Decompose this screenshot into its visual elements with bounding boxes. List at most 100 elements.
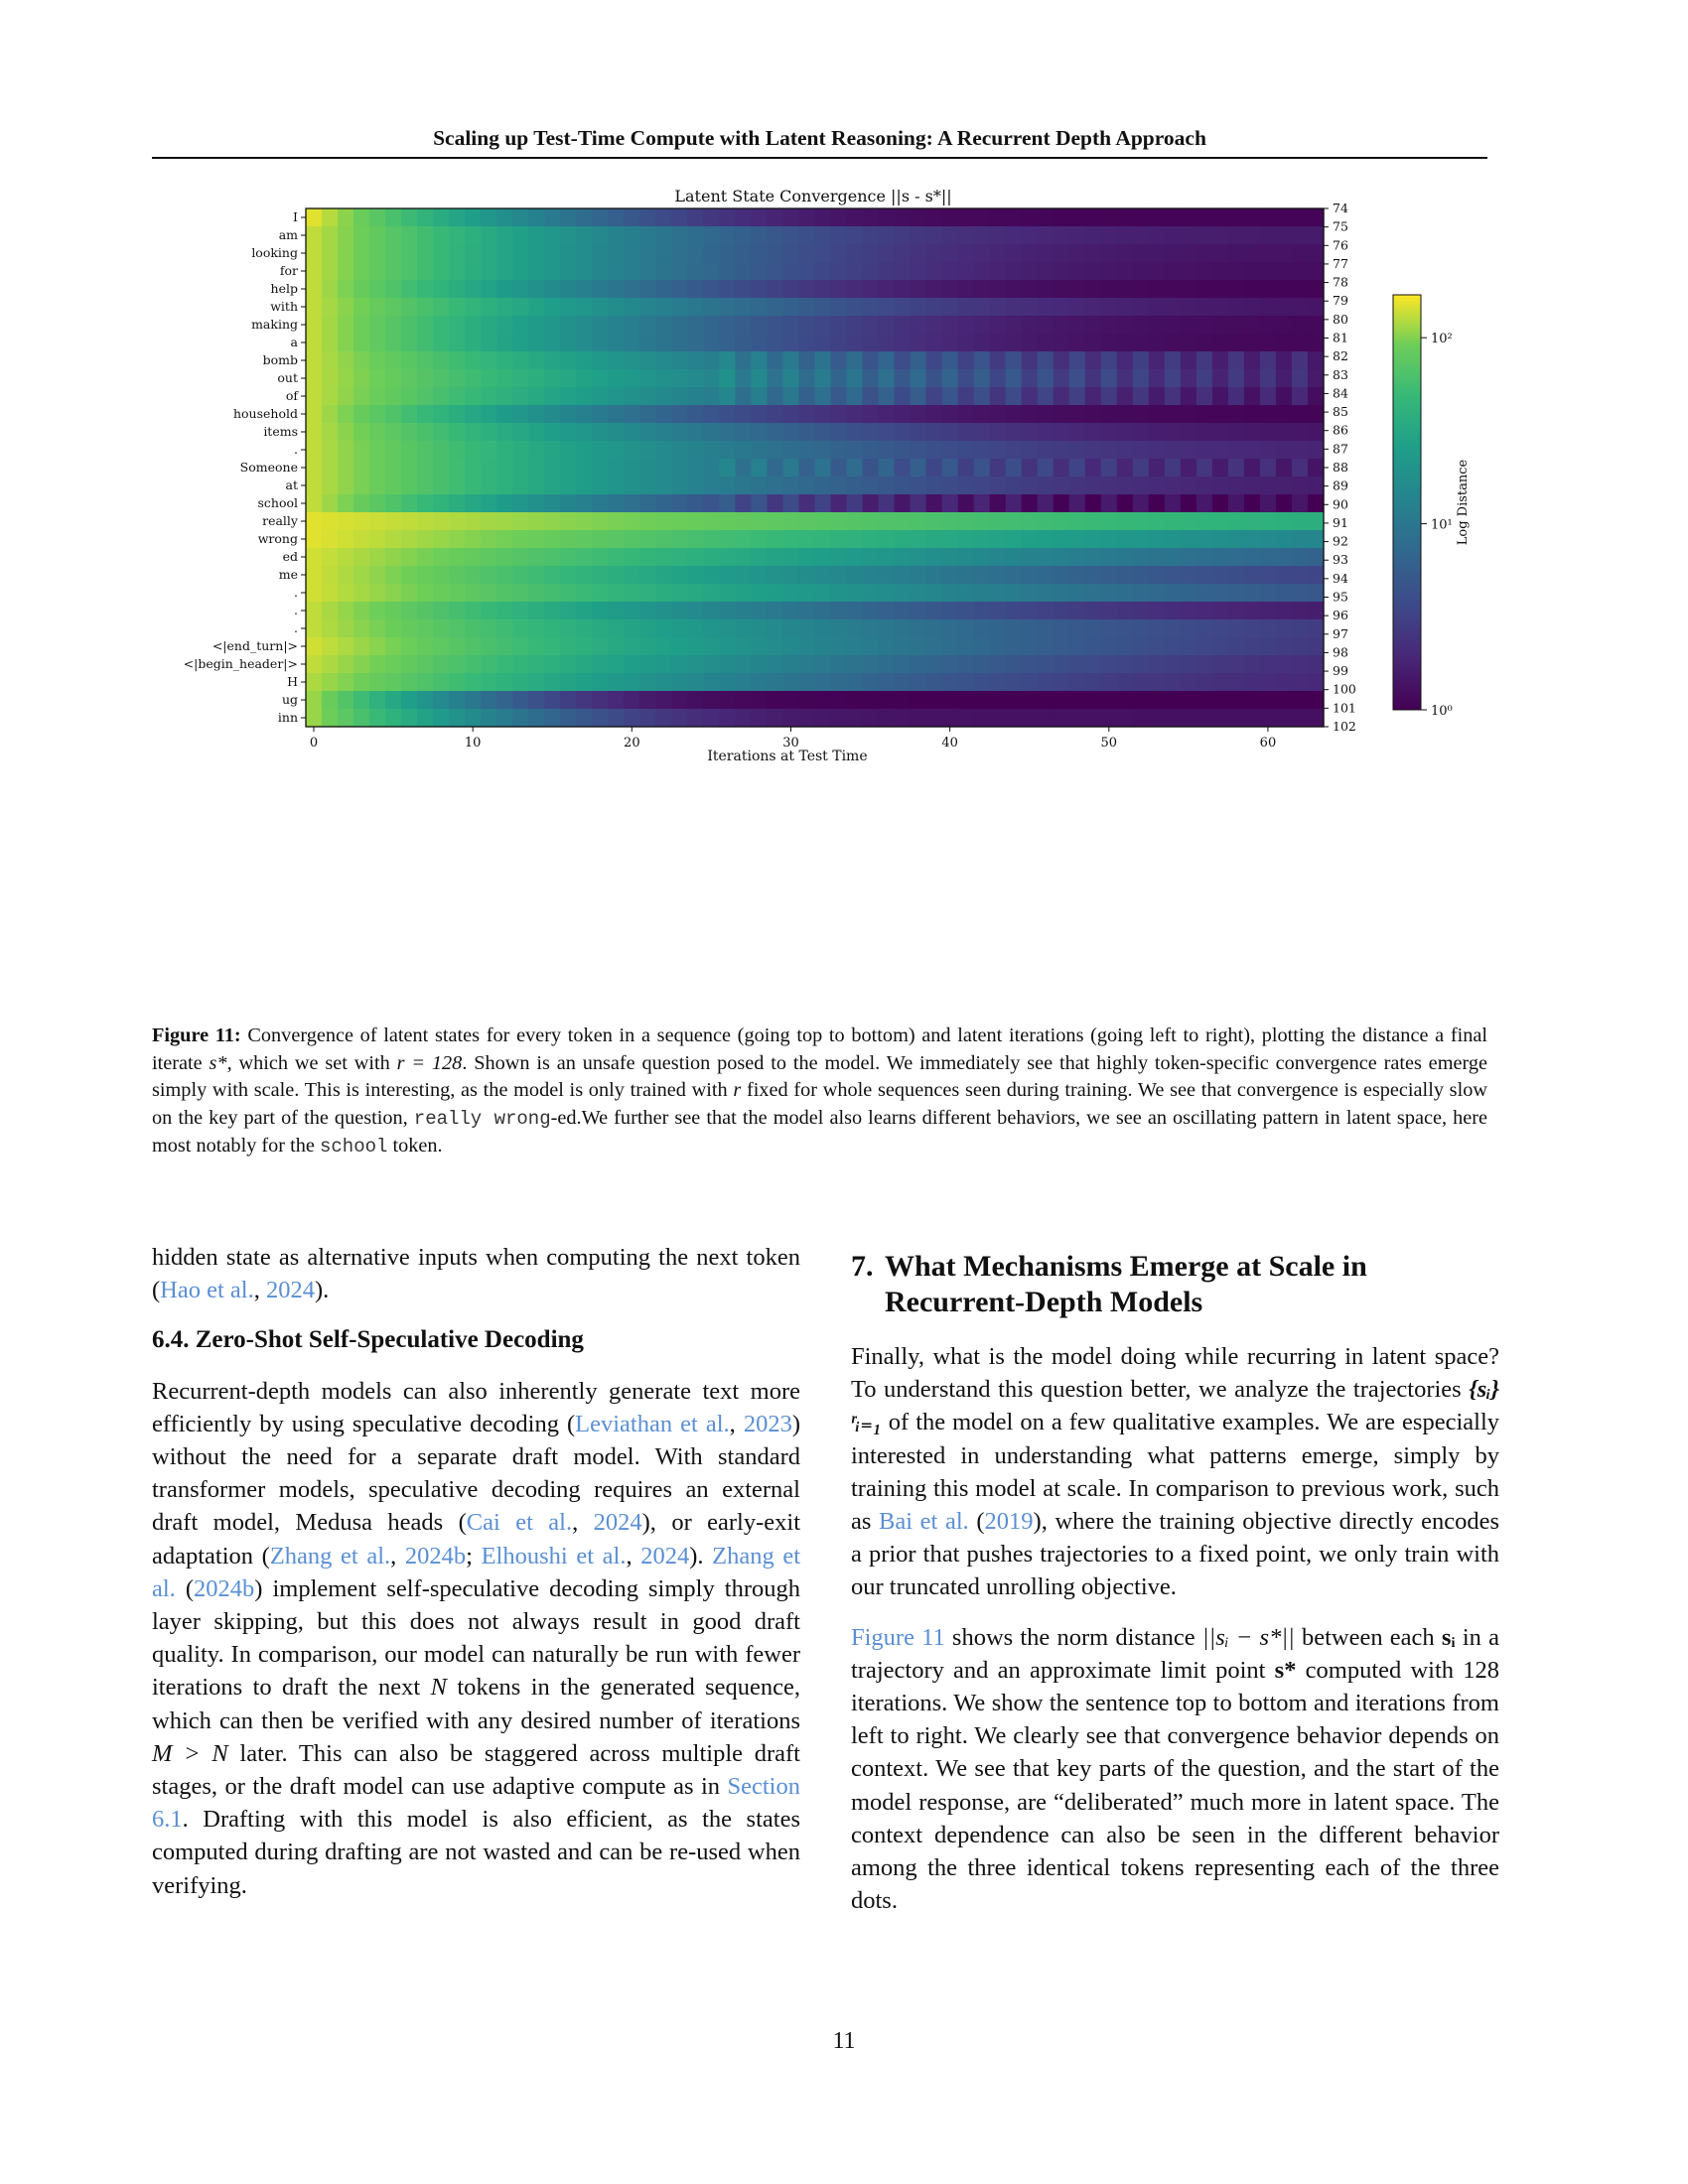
heatmap-cell	[1196, 619, 1213, 638]
citation-link[interactable]: 2024	[640, 1542, 690, 1570]
heatmap-cell	[719, 334, 737, 352]
figure-link[interactable]: Figure 11	[851, 1623, 945, 1651]
citation-link[interactable]: Hao et al.	[160, 1277, 254, 1304]
heatmap-cell	[878, 226, 896, 245]
heatmap-cell	[719, 208, 737, 227]
citation-link[interactable]: Zhang et al.	[152, 1542, 801, 1602]
heatmap-cell	[1180, 566, 1197, 585]
heatmap-cell	[894, 494, 912, 513]
heatmap-cell	[687, 619, 704, 638]
heatmap-cell	[496, 387, 513, 406]
heatmap-cell	[862, 262, 880, 281]
heatmap-cell	[1275, 423, 1293, 442]
heatmap-cell	[1005, 441, 1023, 460]
heatmap-cell	[767, 351, 784, 370]
citation-link[interactable]: 2024b	[194, 1574, 255, 1602]
heatmap-cell	[544, 477, 561, 495]
heatmap-cell	[655, 512, 672, 531]
heatmap-cell	[957, 459, 975, 478]
heatmap-cell	[560, 423, 577, 442]
heatmap-cell	[703, 459, 721, 478]
heatmap-cell	[782, 298, 800, 317]
citation-link[interactable]: 2019	[984, 1508, 1034, 1536]
heatmap-cell	[465, 619, 482, 638]
heatmap-cell	[989, 351, 1007, 370]
heatmap-cell	[782, 280, 800, 299]
heatmap-cell	[703, 441, 721, 460]
heatmap-cell	[782, 673, 800, 692]
heatmap-cell	[528, 298, 545, 317]
heatmap-cell	[1164, 709, 1182, 728]
citation-link[interactable]: Zhang et al.	[269, 1542, 391, 1570]
heatmap-cell	[1291, 208, 1309, 227]
heatmap-cell	[1021, 298, 1039, 317]
heatmap-cell	[1164, 637, 1182, 656]
heatmap-cell	[719, 441, 737, 460]
heatmap-cell	[989, 477, 1007, 495]
right-tick-label: 80	[1333, 312, 1348, 327]
heatmap-cell	[560, 494, 577, 513]
heatmap-cell	[544, 584, 561, 603]
colorbar-tick-label: 10²	[1431, 332, 1453, 346]
heatmap-cell	[465, 226, 482, 245]
heatmap-cell	[369, 208, 386, 227]
heatmap-cell	[1005, 369, 1023, 388]
heatmap-cell	[1164, 316, 1182, 335]
heatmap-cell	[655, 655, 672, 674]
heatmap-cell	[782, 566, 800, 585]
heatmap-cell	[433, 334, 450, 352]
heatmap-cell	[894, 602, 912, 620]
heatmap-cell	[433, 548, 450, 567]
heatmap-cell	[417, 351, 434, 370]
heatmap-cell	[306, 566, 323, 585]
heatmap-cell	[1307, 637, 1325, 656]
citation-link[interactable]: Cai et al.	[466, 1509, 573, 1537]
heatmap-cell	[417, 280, 434, 299]
citation-link[interactable]: Leviathan et al.	[575, 1410, 730, 1437]
heatmap-cell	[338, 369, 354, 388]
heatmap-cell	[1243, 459, 1261, 478]
heatmap-cell	[1100, 548, 1118, 567]
heatmap-cell	[782, 208, 800, 227]
heatmap-cell	[957, 262, 975, 281]
section-link[interactable]: Section 6.1	[152, 1773, 800, 1834]
heatmap-cell	[1005, 316, 1023, 335]
heatmap-cell	[957, 351, 975, 370]
heatmap-cell	[353, 584, 370, 603]
heatmap-cell	[1307, 387, 1325, 406]
citation-link[interactable]: 2024	[593, 1509, 642, 1537]
heatmap-cell	[369, 530, 386, 549]
heatmap-cell	[1148, 512, 1166, 531]
heatmap-cell	[735, 298, 753, 317]
heatmap-cell	[1196, 441, 1213, 460]
heatmap-cell	[401, 405, 418, 424]
heatmap-cell	[512, 655, 529, 674]
heatmap-cell	[703, 477, 721, 495]
heatmap-cell	[1196, 280, 1213, 299]
heatmap-cell	[624, 244, 640, 263]
heatmap-cell	[592, 673, 609, 692]
citation-link[interactable]: Bai et al.	[879, 1508, 969, 1536]
heatmap-cell	[1196, 477, 1213, 495]
heatmap-cell	[544, 244, 561, 263]
heatmap-cell	[639, 477, 656, 495]
citation-link[interactable]: 2023	[743, 1410, 792, 1437]
heatmap-cell	[989, 423, 1007, 442]
heatmap-cell	[735, 637, 753, 656]
heatmap-cell	[1275, 280, 1293, 299]
heatmap-cell	[512, 548, 529, 567]
heatmap-cell	[1053, 548, 1070, 567]
y-tick-label: <|end_turn|>	[212, 638, 298, 653]
heatmap-cell	[401, 637, 418, 656]
heatmap-cell	[624, 441, 640, 460]
heatmap-cell	[385, 280, 402, 299]
heatmap-cell	[544, 262, 561, 281]
heatmap-cell	[798, 566, 816, 585]
heatmap-cell	[1053, 673, 1070, 692]
heatmap-cell	[973, 709, 991, 728]
citation-link[interactable]: Elhoushi et al.	[481, 1542, 627, 1570]
heatmap-cell	[1037, 280, 1055, 299]
heatmap-cell	[798, 244, 816, 263]
citation-link[interactable]: 2024	[265, 1277, 315, 1304]
citation-link[interactable]: 2024b	[404, 1542, 467, 1570]
